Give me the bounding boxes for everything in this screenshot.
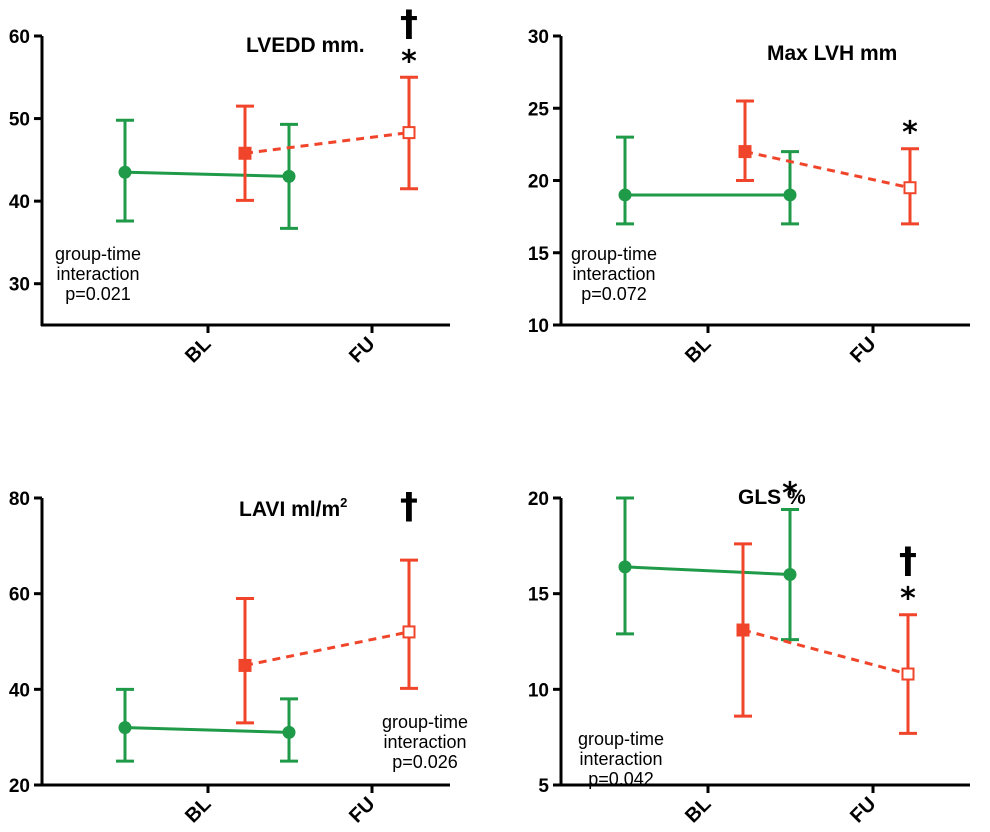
interaction-note-line: p=0.042 bbox=[588, 769, 654, 789]
x-tick-label: BL bbox=[681, 333, 715, 367]
series-red bbox=[736, 99, 919, 226]
chart-panel-1: 30 40 50 60 BL FU LVEDD mm. *† group-timeinterac… bbox=[9, 3, 450, 367]
y-tick-label: 5 bbox=[538, 776, 549, 797]
y-tick-label: 60 bbox=[9, 27, 30, 48]
interaction-note-line: p=0.021 bbox=[65, 284, 131, 304]
y-tick-label: 20 bbox=[528, 172, 549, 193]
data-point bbox=[738, 145, 752, 159]
chart-title-text: LVEDD mm. bbox=[246, 34, 365, 57]
x-tick-label: FU bbox=[345, 793, 379, 827]
interaction-note-line: interaction bbox=[383, 732, 466, 752]
interaction-note-line: group-time bbox=[382, 712, 468, 732]
y-tick-label: 25 bbox=[528, 99, 550, 120]
chart-title-superscript: 2 bbox=[340, 495, 347, 510]
series-red bbox=[236, 558, 418, 725]
series-green bbox=[616, 496, 799, 642]
data-point bbox=[901, 667, 915, 681]
series-line bbox=[244, 630, 410, 667]
dagger-marker: † bbox=[400, 486, 418, 527]
data-point bbox=[618, 560, 632, 574]
y-tick-label: 30 bbox=[528, 27, 549, 48]
x-tick-label: FU bbox=[846, 333, 880, 367]
data-point bbox=[783, 568, 797, 582]
asterisk-marker: * bbox=[782, 476, 798, 511]
data-point bbox=[783, 188, 797, 202]
series-line bbox=[124, 170, 290, 178]
chart-panel-3: 20 40 60 80 BL FU LAVI ml/m2 † group-timeinterac… bbox=[9, 486, 468, 827]
interaction-note-line: p=0.072 bbox=[581, 284, 647, 304]
asterisk-marker: * bbox=[900, 582, 916, 617]
chart-title: Max LVH mm bbox=[767, 42, 897, 65]
series-red bbox=[236, 75, 418, 202]
interaction-note-line: group-time bbox=[578, 729, 664, 749]
y-tick-label: 15 bbox=[528, 585, 550, 606]
interaction-note-line: group-time bbox=[571, 244, 657, 264]
chart-panel-2: 10 15 20 25 30 BL FU Max LVH mm * group-timeinter… bbox=[528, 27, 970, 367]
y-tick-label: 80 bbox=[9, 489, 30, 510]
y-tick-label: 10 bbox=[528, 680, 549, 701]
series-red bbox=[734, 542, 917, 735]
x-tick-label: BL bbox=[181, 793, 215, 827]
chart-title-text: LAVI ml/m bbox=[239, 498, 340, 521]
x-tick-label: FU bbox=[345, 333, 379, 367]
dagger-marker: † bbox=[400, 3, 418, 44]
x-tick-label: FU bbox=[846, 793, 880, 827]
data-point bbox=[118, 165, 132, 179]
y-tick-label: 20 bbox=[9, 776, 30, 797]
interaction-note-line: interaction bbox=[56, 264, 139, 284]
asterisk-marker: * bbox=[902, 116, 918, 151]
dagger-marker: † bbox=[899, 541, 917, 582]
data-point bbox=[736, 623, 750, 637]
data-point bbox=[118, 721, 132, 735]
series-line bbox=[742, 628, 909, 676]
y-tick-label: 40 bbox=[9, 192, 30, 213]
y-tick-label: 15 bbox=[528, 244, 550, 265]
data-point bbox=[282, 169, 296, 183]
chart-title-text: Max LVH mm bbox=[767, 42, 897, 65]
y-tick-label: 60 bbox=[9, 585, 30, 606]
chart-title-text: GLS % bbox=[738, 486, 806, 509]
y-tick-label: 30 bbox=[9, 275, 30, 296]
interaction-note-line: interaction bbox=[572, 264, 655, 284]
series-line bbox=[124, 726, 290, 734]
chart-title: GLS % bbox=[738, 486, 806, 509]
interaction-note-line: group-time bbox=[55, 244, 141, 264]
chart-title: LVEDD mm. bbox=[246, 34, 365, 57]
interaction-note-line: interaction bbox=[579, 749, 662, 769]
series-green bbox=[116, 118, 298, 230]
data-point bbox=[238, 146, 252, 160]
data-point bbox=[618, 188, 632, 202]
data-point bbox=[402, 126, 416, 140]
y-tick-label: 40 bbox=[9, 680, 30, 701]
data-point bbox=[282, 725, 296, 739]
series-green bbox=[616, 135, 799, 226]
data-point bbox=[903, 181, 917, 195]
series-green bbox=[116, 687, 298, 763]
y-tick-label: 20 bbox=[528, 489, 549, 510]
x-tick-label: BL bbox=[681, 793, 715, 827]
series-line bbox=[744, 150, 911, 190]
data-point bbox=[402, 625, 416, 639]
y-tick-label: 50 bbox=[9, 110, 30, 131]
data-point bbox=[238, 658, 252, 672]
y-tick-label: 10 bbox=[528, 316, 549, 337]
x-tick-label: BL bbox=[181, 333, 215, 367]
chart-title: LAVI ml/m2 bbox=[239, 495, 347, 521]
interaction-note-line: p=0.026 bbox=[392, 752, 458, 772]
series-line bbox=[624, 565, 791, 577]
asterisk-marker: * bbox=[401, 44, 417, 79]
series-line bbox=[244, 131, 410, 155]
